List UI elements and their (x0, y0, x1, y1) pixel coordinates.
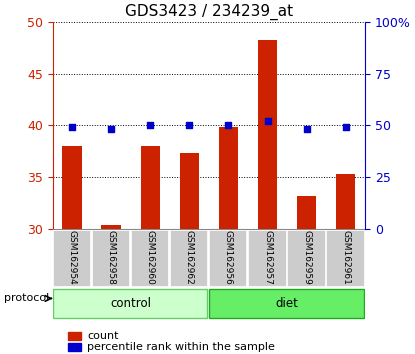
Point (69, 125, 76, 130)
Bar (219, 127, 238, 229)
Bar (297, 196, 316, 229)
Text: GSM162957: GSM162957 (263, 230, 272, 285)
FancyBboxPatch shape (287, 230, 325, 286)
Point (225, 122, 232, 128)
Text: GSM162960: GSM162960 (146, 230, 155, 285)
FancyBboxPatch shape (53, 289, 208, 318)
Text: GSM162958: GSM162958 (107, 230, 116, 285)
Bar (68, 343, 81, 352)
Text: control: control (110, 297, 151, 310)
Text: count: count (87, 331, 119, 341)
Text: GSM162961: GSM162961 (341, 230, 350, 285)
Text: diet: diet (276, 297, 298, 310)
Text: percentile rank within the sample: percentile rank within the sample (87, 342, 275, 352)
Text: protocol: protocol (4, 293, 49, 303)
FancyBboxPatch shape (209, 289, 364, 318)
Bar (180, 153, 199, 229)
FancyBboxPatch shape (209, 230, 247, 286)
Bar (141, 146, 160, 229)
FancyBboxPatch shape (53, 230, 90, 286)
Bar (258, 40, 277, 229)
Point (342, 125, 349, 130)
Text: GSM162954: GSM162954 (68, 230, 77, 285)
FancyBboxPatch shape (248, 230, 286, 286)
Text: GSM162956: GSM162956 (224, 230, 233, 285)
Title: GDS3423 / 234239_at: GDS3423 / 234239_at (125, 4, 293, 21)
Text: GSM162959: GSM162959 (302, 230, 311, 285)
FancyBboxPatch shape (131, 230, 168, 286)
Text: GSM162962: GSM162962 (185, 230, 194, 285)
Bar (68, 332, 81, 340)
Bar (102, 225, 121, 229)
Point (147, 122, 154, 128)
FancyBboxPatch shape (326, 230, 364, 286)
Bar (62, 146, 82, 229)
Point (303, 127, 310, 132)
FancyBboxPatch shape (170, 230, 208, 286)
Bar (336, 174, 356, 229)
Point (186, 122, 193, 128)
FancyBboxPatch shape (92, 230, 129, 286)
Point (108, 127, 115, 132)
Point (264, 118, 271, 124)
